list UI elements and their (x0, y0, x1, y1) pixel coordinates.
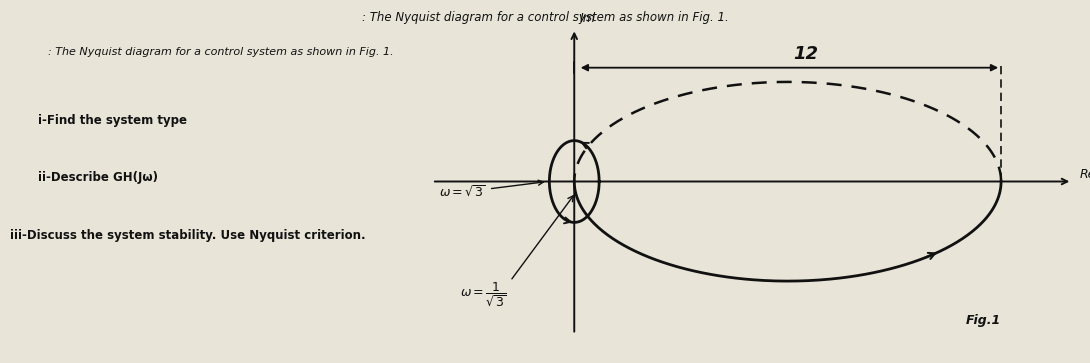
Text: ii-Describe GH(Jω): ii-Describe GH(Jω) (38, 171, 158, 184)
Text: Re: Re (1079, 168, 1090, 181)
Text: : The Nyquist diagram for a control system as shown in Fig. 1.: : The Nyquist diagram for a control syst… (48, 47, 393, 57)
Text: $\omega = \sqrt{3}$: $\omega = \sqrt{3}$ (439, 180, 543, 200)
Text: : The Nyquist diagram for a control system as shown in Fig. 1.: : The Nyquist diagram for a control syst… (362, 11, 728, 24)
Text: $\omega = \dfrac{1}{\sqrt{3}}$: $\omega = \dfrac{1}{\sqrt{3}}$ (460, 281, 507, 309)
Text: 12: 12 (792, 45, 818, 64)
Text: Fig.1: Fig.1 (966, 314, 1001, 327)
Text: Im: Im (580, 12, 595, 25)
Text: i-Find the system type: i-Find the system type (38, 114, 187, 127)
Text: iii-Discuss the system stability. Use Nyquist criterion.: iii-Discuss the system stability. Use Ny… (10, 229, 365, 242)
